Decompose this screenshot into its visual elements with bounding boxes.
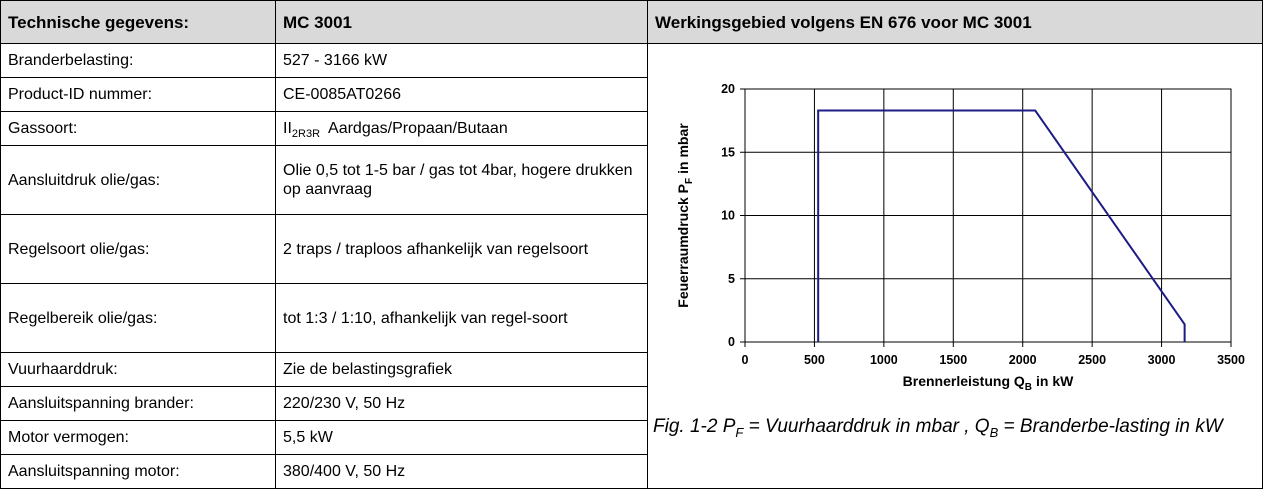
y-tick-label: 5 bbox=[728, 272, 735, 286]
value: CE-0085AT0266 bbox=[275, 77, 648, 112]
x-tick-label: 2500 bbox=[1078, 353, 1106, 367]
x-tick-label: 0 bbox=[742, 353, 749, 367]
plot-frame bbox=[744, 88, 1232, 343]
x-tick-label: 1000 bbox=[870, 353, 898, 367]
value: 2 traps / traploos afhankelijk van regel… bbox=[275, 214, 648, 284]
value: Zie de belastingsgrafiek bbox=[275, 352, 648, 387]
header-cell: MC 3001 bbox=[275, 0, 648, 44]
caption-text: = Branderbe-lasting in kW bbox=[1003, 416, 1223, 437]
x-label-text: in kW bbox=[1036, 373, 1074, 389]
value: 5,5 kW bbox=[275, 420, 648, 455]
label: Regelbereik olie/gas: bbox=[0, 283, 276, 353]
label: Vuurhaarddruk: bbox=[0, 352, 276, 387]
y-tick-label: 20 bbox=[721, 82, 735, 96]
caption: Fig. 1-2 PF = Vuurhaarddruk in mbar , QB… bbox=[648, 415, 1258, 440]
chart-cell: 0 5 10 15 20 0 500 1000 1500 2000 2500 3000 3500 Bren… bbox=[647, 43, 1263, 489]
y-axis-label: Feuerraumdruck PFin mbar bbox=[675, 123, 695, 308]
caption-sub: F bbox=[735, 425, 744, 440]
x-tick-label: 500 bbox=[804, 353, 825, 367]
y-label-text: in mbar bbox=[675, 123, 691, 174]
label: Branderbelasting: bbox=[0, 43, 276, 78]
x-tick-label: 2000 bbox=[1009, 353, 1037, 367]
y-label-text: Feuerraumdruck P bbox=[675, 184, 691, 308]
line bbox=[817, 109, 1186, 342]
label: Product-ID nummer: bbox=[0, 77, 276, 112]
y-label-sub: F bbox=[684, 178, 695, 184]
caption-sub: B bbox=[989, 425, 999, 440]
x-axis-label: Brennerleistung QB in kW bbox=[903, 373, 1074, 393]
label: Aansluitdruk olie/gas: bbox=[0, 145, 276, 215]
caption-text: Fig. 1-2 P bbox=[653, 416, 736, 437]
value-text: Aardgas/Propaan/Butaan bbox=[328, 120, 508, 137]
x-label-sub: B bbox=[1025, 382, 1032, 393]
y-tick-label: 10 bbox=[721, 209, 735, 223]
value-text: II bbox=[283, 120, 292, 137]
header-cell: Werkingsgebied volgens EN 676 voor MC 30… bbox=[647, 0, 1263, 44]
label: Aansluitspanning brander: bbox=[0, 386, 276, 421]
x-tick-label: 3000 bbox=[1148, 353, 1176, 367]
header-row: Technische gegevens: MC 3001 Werkingsgeb… bbox=[0, 0, 1263, 44]
value: 380/400 V, 50 Hz bbox=[275, 454, 648, 489]
label: Aansluitspanning motor: bbox=[0, 454, 276, 489]
spec-table: Technische gegevens: MC 3001 Werkingsgeb… bbox=[0, 0, 1263, 489]
value: 527 - 3166 kW bbox=[275, 43, 648, 78]
y-tick-label: 15 bbox=[721, 145, 735, 159]
value-sub: 2R3R bbox=[291, 128, 321, 140]
value: II2R3R Aardgas/Propaan/Butaan bbox=[275, 111, 648, 146]
value: 220/230 V, 50 Hz bbox=[275, 386, 648, 421]
label: Gassoort: bbox=[0, 111, 276, 146]
label: Motor vermogen: bbox=[0, 420, 276, 455]
x-tick-label: 3500 bbox=[1217, 353, 1245, 367]
header-cell: Technische gegevens: bbox=[0, 0, 276, 44]
caption-text: = Vuurhaarddruk in mbar , Q bbox=[748, 416, 990, 437]
chart: 0 5 10 15 20 0 500 1000 1500 2000 2500 3000 3500 Bren… bbox=[675, 82, 1245, 393]
y-tick-label: 0 bbox=[728, 335, 735, 349]
x-label-text: Brennerleistung Q bbox=[903, 373, 1025, 389]
x-tick-label: 1500 bbox=[939, 353, 967, 367]
value: tot 1:3 / 1:10, afhankelijk van regel-so… bbox=[275, 283, 648, 353]
value: Olie 0,5 tot 1-5 bar / gas tot 4bar, hog… bbox=[275, 145, 648, 215]
label: Regelsoort olie/gas: bbox=[0, 214, 276, 284]
